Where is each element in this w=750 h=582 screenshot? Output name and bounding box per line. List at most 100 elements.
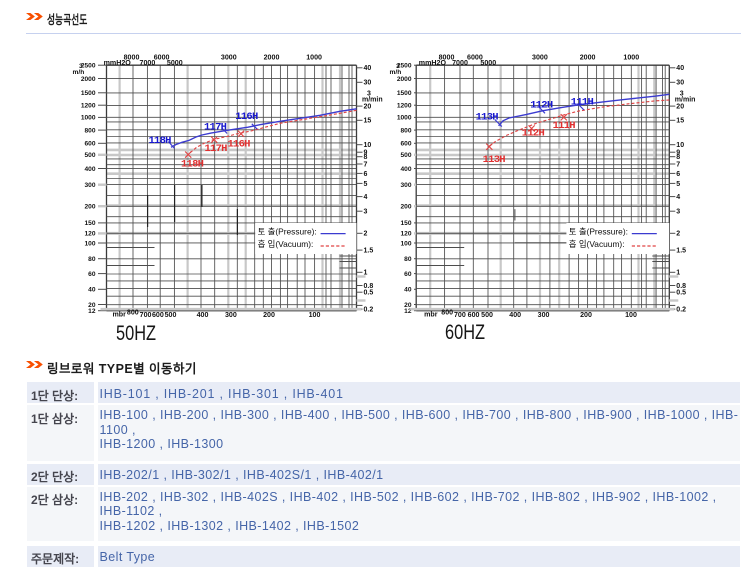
svg-text:8000: 8000 (124, 54, 140, 62)
svg-text:2: 2 (676, 231, 680, 238)
svg-text:2000: 2000 (81, 76, 96, 83)
svg-text:120: 120 (84, 231, 95, 238)
svg-text:113H: 113H (483, 154, 506, 166)
svg-text:100: 100 (84, 240, 95, 247)
svg-text:10: 10 (364, 142, 372, 149)
svg-text:1: 1 (676, 270, 680, 277)
svg-text:116H: 116H (228, 138, 251, 150)
svg-text:3: 3 (676, 209, 680, 216)
svg-text:3: 3 (79, 63, 83, 70)
svg-text:3000: 3000 (532, 54, 548, 62)
svg-text:0.2: 0.2 (364, 307, 374, 314)
svg-text:m/h: m/h (390, 69, 402, 76)
svg-text:100: 100 (400, 240, 411, 247)
svg-text:100: 100 (625, 311, 637, 319)
svg-text:mmH2O: mmH2O (419, 59, 447, 67)
svg-text:500: 500 (481, 311, 493, 319)
svg-text:118H: 118H (149, 135, 172, 147)
svg-text:1000: 1000 (81, 115, 96, 122)
svg-text:40: 40 (676, 65, 684, 72)
svg-text:1500: 1500 (81, 90, 96, 97)
svg-text:300: 300 (538, 311, 550, 319)
svg-text:2500: 2500 (397, 63, 412, 70)
svg-text:토 출(Pressure):: 토 출(Pressure): (258, 227, 317, 237)
svg-text:30: 30 (364, 80, 372, 87)
svg-text:40: 40 (364, 65, 372, 72)
svg-text:12: 12 (88, 308, 96, 315)
svg-text:200: 200 (580, 311, 592, 319)
svg-text:80: 80 (404, 256, 412, 263)
svg-text:5000: 5000 (167, 59, 183, 67)
svg-text:6: 6 (676, 171, 680, 178)
svg-text:9: 9 (676, 150, 680, 157)
svg-text:20: 20 (364, 104, 372, 111)
svg-text:0.2: 0.2 (676, 307, 686, 314)
svg-text:1500: 1500 (397, 90, 412, 97)
svg-text:800: 800 (84, 127, 95, 134)
svg-text:2500: 2500 (81, 63, 96, 70)
svg-text:800: 800 (441, 309, 453, 317)
svg-text:7000: 7000 (452, 59, 468, 67)
svg-text:300: 300 (84, 182, 95, 189)
svg-text:mbr: mbr (112, 311, 126, 319)
svg-text:500: 500 (400, 152, 411, 159)
svg-text:117H: 117H (205, 143, 228, 155)
svg-text:1200: 1200 (397, 103, 412, 110)
svg-text:6000: 6000 (154, 54, 170, 62)
svg-text:800: 800 (400, 127, 411, 134)
svg-text:8: 8 (676, 154, 680, 161)
svg-text:7: 7 (676, 161, 680, 168)
svg-text:600: 600 (400, 141, 411, 148)
svg-text:7000: 7000 (140, 59, 156, 67)
svg-text:700: 700 (454, 311, 466, 319)
svg-text:15: 15 (364, 118, 372, 125)
svg-text:3: 3 (396, 63, 400, 70)
svg-text:30: 30 (676, 80, 684, 87)
svg-text:400: 400 (400, 166, 411, 173)
svg-text:112H: 112H (522, 128, 545, 140)
svg-text:8: 8 (364, 154, 368, 161)
svg-text:5: 5 (676, 181, 680, 188)
svg-text:118H: 118H (181, 159, 204, 171)
svg-text:20: 20 (404, 302, 412, 309)
svg-text:4: 4 (364, 194, 368, 201)
svg-text:2000: 2000 (264, 54, 280, 62)
svg-text:8000: 8000 (439, 54, 455, 62)
svg-text:600: 600 (152, 311, 164, 319)
svg-text:0.8: 0.8 (364, 283, 374, 290)
svg-text:3000: 3000 (221, 54, 237, 62)
svg-text:80: 80 (88, 256, 96, 263)
svg-text:60: 60 (404, 271, 412, 278)
svg-text:9: 9 (364, 150, 368, 157)
svg-text:200: 200 (400, 204, 411, 211)
svg-text:700: 700 (140, 311, 152, 319)
svg-text:20: 20 (676, 104, 684, 111)
svg-text:40: 40 (404, 287, 412, 294)
svg-text:흡 입(Vacuum):: 흡 입(Vacuum): (569, 239, 625, 249)
svg-text:100: 100 (309, 311, 321, 319)
svg-text:m/h: m/h (73, 69, 85, 76)
svg-text:m/min: m/min (675, 97, 696, 104)
svg-text:600: 600 (468, 311, 480, 319)
svg-text:400: 400 (509, 311, 521, 319)
svg-text:1.5: 1.5 (676, 248, 686, 255)
svg-text:111H: 111H (553, 120, 576, 132)
svg-text:5000: 5000 (480, 59, 496, 67)
svg-text:400: 400 (84, 166, 95, 173)
svg-text:117H: 117H (204, 121, 227, 133)
svg-text:3: 3 (364, 209, 368, 216)
svg-text:0.5: 0.5 (364, 290, 374, 297)
svg-text:500: 500 (84, 152, 95, 159)
svg-text:50HZ: 50HZ (116, 321, 156, 344)
svg-text:1: 1 (364, 270, 368, 277)
svg-text:3: 3 (680, 91, 684, 98)
svg-text:113H: 113H (476, 112, 499, 124)
svg-text:mbr: mbr (424, 311, 438, 319)
svg-text:1000: 1000 (397, 115, 412, 122)
svg-text:116H: 116H (235, 111, 258, 123)
svg-text:150: 150 (400, 220, 411, 227)
svg-text:m/min: m/min (362, 97, 383, 104)
svg-text:7: 7 (364, 161, 368, 168)
svg-text:200: 200 (263, 311, 275, 319)
svg-text:4: 4 (676, 194, 680, 201)
